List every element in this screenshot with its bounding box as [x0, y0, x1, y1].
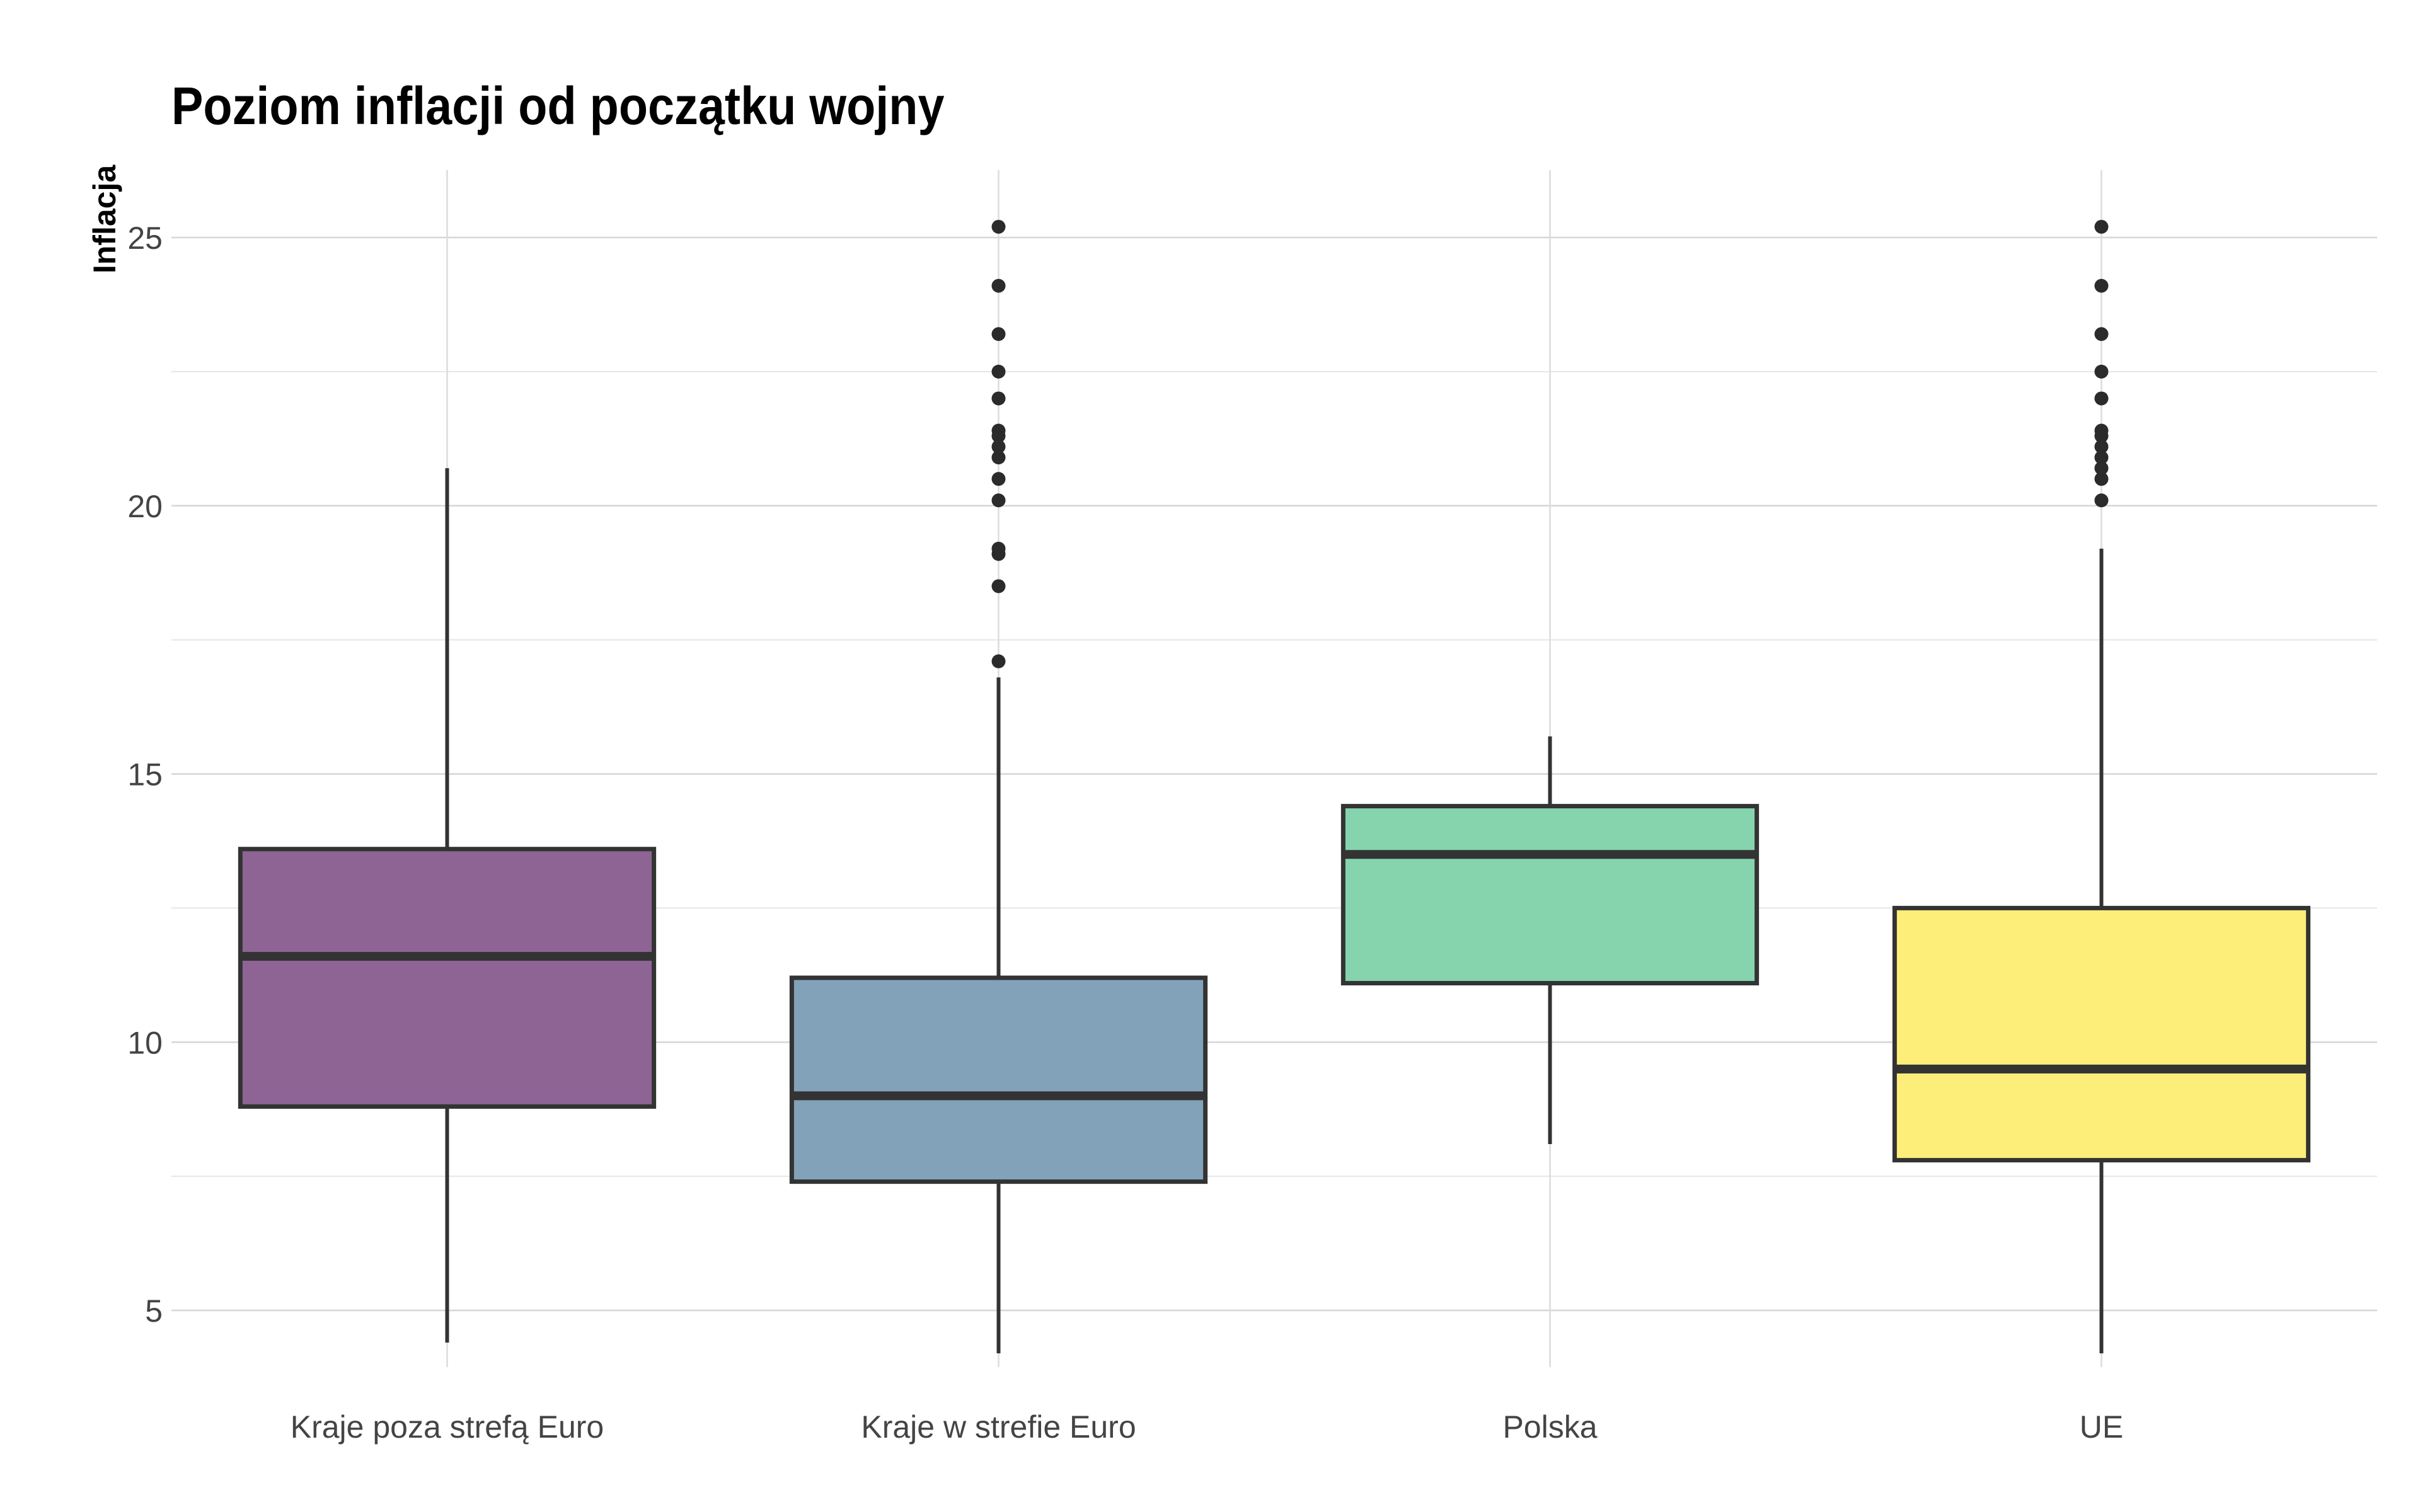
y-axis-title: Inflacja [87, 164, 122, 273]
y-tick-label: 5 [145, 1293, 163, 1329]
outlier-point [2094, 327, 2109, 341]
y-axis-ticks: 5 10 15 20 25 [127, 220, 163, 1329]
box-body [789, 975, 1208, 1184]
outlier-point [991, 219, 1006, 234]
grid-lines [171, 170, 2377, 1367]
y-tick-label: 20 [127, 489, 163, 524]
box-body [238, 847, 657, 1109]
outlier-point [2094, 493, 2109, 508]
x-axis-ticks: Kraje poza strefą Euro Kraje w strefie Eu… [291, 1409, 2123, 1445]
box-body [1892, 905, 2311, 1163]
box-series [238, 219, 2311, 1354]
box-ue [1892, 219, 2311, 1354]
y-tick-label: 25 [127, 220, 163, 256]
outlier-point [2094, 450, 2109, 465]
outlier-point [991, 541, 1006, 556]
outlier-point [2094, 278, 2109, 293]
box-kraje-w-strefie-euro [789, 219, 1208, 1354]
box-body [1340, 804, 1760, 986]
chart-title: Poziom inflacji od początku wojny [171, 76, 945, 135]
outlier-point [991, 450, 1006, 465]
x-tick-label: Polska [1502, 1409, 1597, 1445]
outlier-point [2094, 219, 2109, 234]
box-kraje-poza-stref-euro [238, 468, 657, 1343]
x-tick-label: Kraje poza strefą Euro [291, 1409, 604, 1445]
outlier-point [2094, 391, 2109, 406]
outlier-point [991, 493, 1006, 508]
outlier-point [991, 423, 1006, 438]
outlier-point [991, 278, 1006, 293]
outlier-point [2094, 461, 2109, 476]
outlier-point [2094, 472, 2109, 486]
outlier-point [991, 654, 1006, 668]
x-tick-label: Kraje w strefie Euro [861, 1409, 1136, 1445]
outlier-point [2094, 364, 2109, 379]
outlier-point [991, 472, 1006, 486]
outlier-point [991, 391, 1006, 406]
x-tick-label: UE [2080, 1409, 2123, 1445]
y-tick-label: 10 [127, 1025, 163, 1060]
y-tick-label: 15 [127, 757, 163, 793]
outlier-point [991, 579, 1006, 593]
outlier-point [991, 440, 1006, 454]
outlier-point [2094, 440, 2109, 454]
outlier-point [991, 327, 1006, 341]
outlier-point [991, 364, 1006, 379]
outlier-point [2094, 423, 2109, 438]
box-polska [1340, 736, 1760, 1145]
